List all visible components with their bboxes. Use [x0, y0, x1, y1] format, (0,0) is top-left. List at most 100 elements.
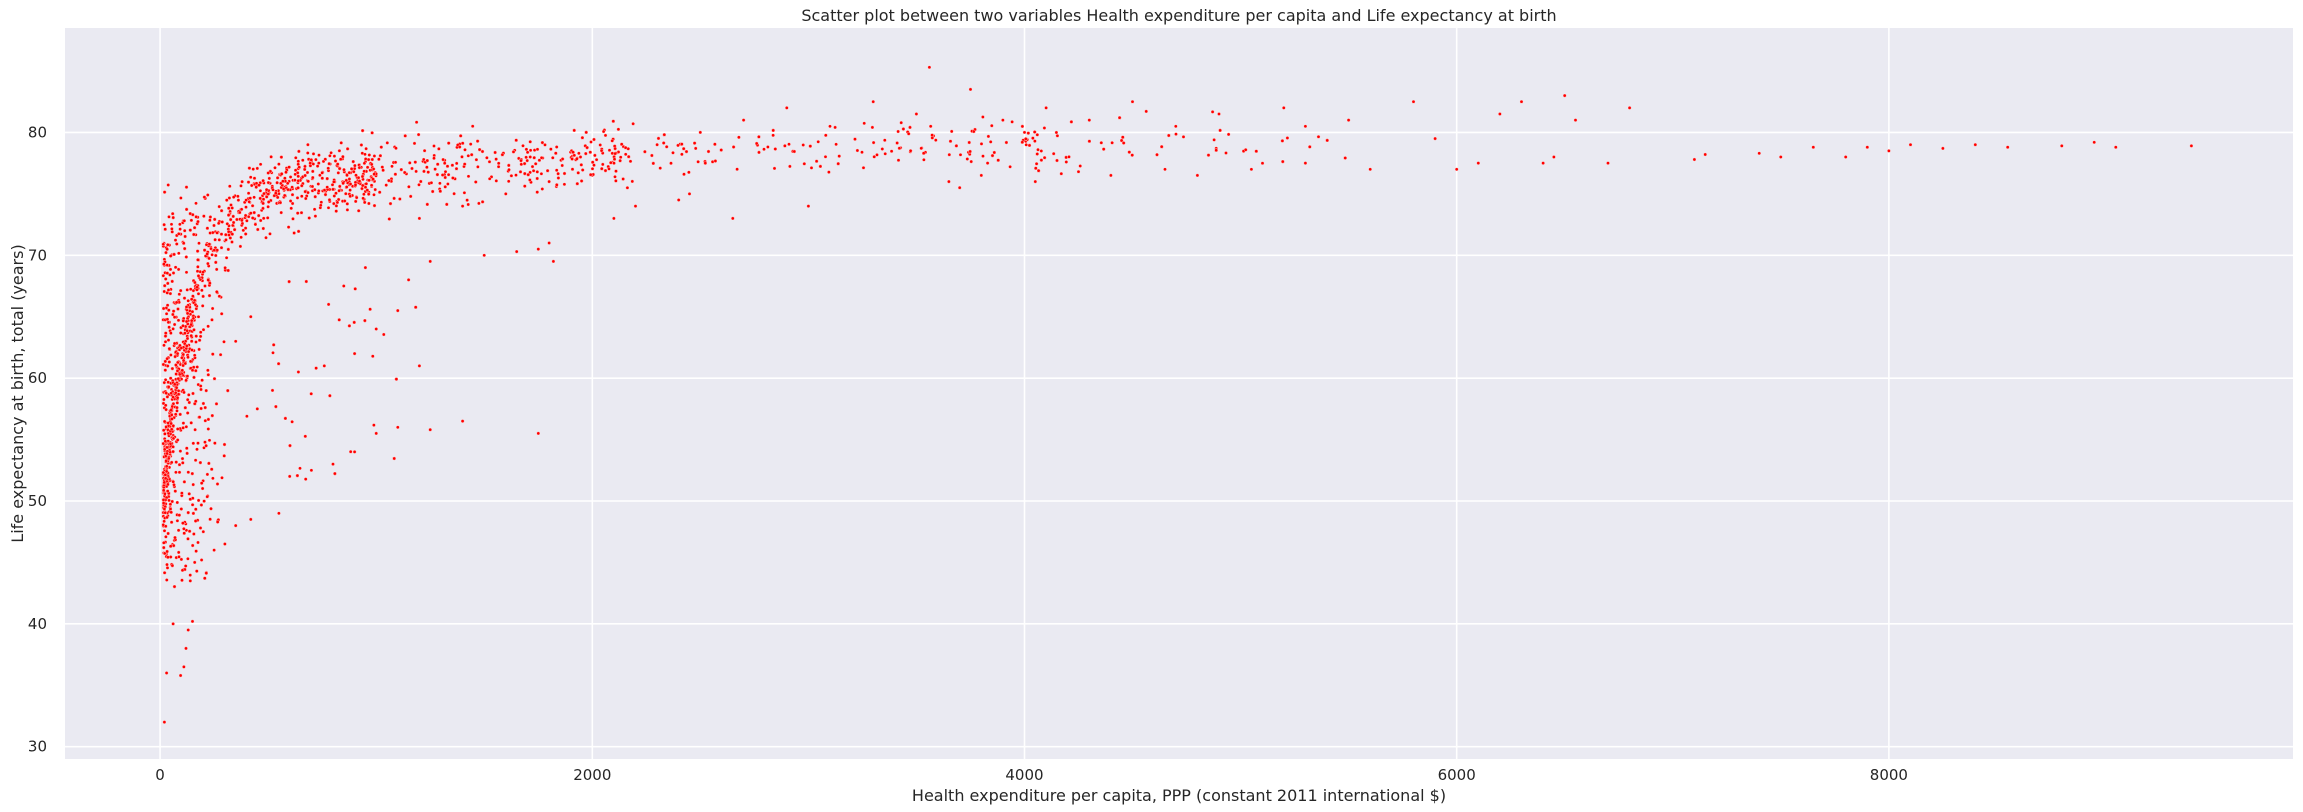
scatter-point	[425, 165, 429, 169]
scatter-point	[379, 145, 384, 149]
scatter-point	[180, 456, 185, 461]
scatter-point	[410, 166, 414, 171]
scatter-point	[969, 159, 973, 164]
scatter-point	[1346, 118, 1351, 122]
scatter-point	[163, 403, 168, 408]
scatter-point	[261, 206, 265, 211]
scatter-point	[167, 346, 172, 351]
scatter-point	[354, 173, 358, 177]
scatter-point	[165, 356, 169, 361]
scatter-point	[1121, 135, 1125, 139]
scatter-point	[990, 123, 994, 128]
scatter-point	[301, 158, 305, 162]
scatter-point	[281, 187, 286, 191]
scatter-point	[514, 249, 519, 254]
scatter-point	[514, 173, 518, 177]
scatter-point	[192, 298, 197, 303]
scatter-point	[198, 330, 203, 334]
tick-labels: 0 2000 4000 6000 8000 30 40 50 60 70 80	[28, 123, 1908, 784]
scatter-point	[494, 179, 499, 183]
scatter-point	[462, 162, 467, 166]
scatter-point	[1024, 137, 1028, 141]
scatter-point	[166, 338, 171, 342]
scatter-point	[207, 256, 211, 261]
scatter-point	[656, 136, 661, 141]
scatter-point	[588, 172, 593, 177]
scatter-point	[612, 216, 616, 221]
scatter-point	[1078, 164, 1082, 168]
scatter-point	[266, 205, 270, 209]
scatter-point	[530, 164, 535, 169]
scatter-point	[1020, 124, 1025, 129]
scatter-point	[575, 157, 579, 161]
scatter-point	[231, 220, 236, 225]
scatter-point	[333, 471, 337, 476]
scatter-point	[161, 362, 166, 367]
scatter-point	[305, 170, 310, 175]
scatter-point	[264, 235, 268, 240]
scatter-point	[676, 143, 680, 148]
scatter-point	[185, 411, 190, 415]
scatter-point	[191, 365, 196, 369]
scatter-point	[223, 542, 227, 546]
scatter-point	[171, 449, 175, 454]
scatter-point	[175, 405, 179, 410]
scatter-point	[205, 472, 210, 477]
scatter-point	[162, 519, 166, 524]
scatter-point	[196, 498, 201, 503]
scatter-point	[162, 529, 167, 533]
scatter-point	[213, 237, 217, 242]
scatter-point	[171, 395, 175, 399]
scatter-point	[171, 271, 176, 275]
scatter-point	[281, 179, 285, 183]
scatter-point	[359, 143, 364, 147]
scatter-point	[183, 405, 188, 410]
scatter-point	[1024, 143, 1028, 147]
scatter-point	[204, 388, 208, 393]
scatter-point	[339, 141, 343, 145]
scatter-point	[1127, 150, 1132, 154]
scatter-point	[193, 280, 197, 285]
scatter-point	[1039, 149, 1044, 153]
scatter-point	[1010, 120, 1014, 124]
scatter-point	[196, 258, 200, 262]
scatter-point	[442, 161, 447, 165]
scatter-point	[540, 140, 545, 145]
scatter-point	[283, 416, 288, 421]
scatter-point	[217, 238, 222, 242]
scatter-point	[258, 218, 263, 223]
scatter-point	[273, 166, 277, 170]
scatter-point	[438, 181, 442, 186]
scatter-point	[288, 199, 293, 203]
scatter-point	[402, 170, 407, 175]
scatter-point	[186, 537, 190, 541]
scatter-point	[579, 179, 584, 183]
scatter-point	[206, 261, 210, 266]
scatter-point	[167, 456, 171, 461]
scatter-point	[170, 499, 174, 504]
scatter-point	[177, 513, 182, 517]
scatter-point	[181, 521, 185, 525]
scatter-point	[226, 268, 230, 273]
scatter-point	[630, 179, 635, 184]
scatter-point	[1036, 168, 1041, 173]
scatter-point	[201, 294, 205, 299]
scatter-point	[372, 154, 377, 158]
scatter-point	[186, 299, 190, 303]
scatter-point	[163, 368, 168, 372]
scatter-point	[342, 284, 346, 288]
scatter-point	[315, 164, 320, 168]
scatter-point	[171, 543, 176, 548]
scatter-point	[249, 314, 253, 319]
scatter-point	[535, 190, 539, 194]
scatter-point	[166, 243, 170, 247]
scatter-point	[188, 287, 193, 291]
scatter-point	[399, 167, 404, 172]
scatter-point	[206, 373, 211, 377]
scatter-point	[203, 418, 208, 423]
scatter-point	[1217, 112, 1221, 116]
scatter-point	[228, 217, 233, 222]
scatter-point	[1226, 132, 1231, 137]
scatter-point	[309, 392, 313, 396]
scatter-point	[785, 106, 789, 110]
